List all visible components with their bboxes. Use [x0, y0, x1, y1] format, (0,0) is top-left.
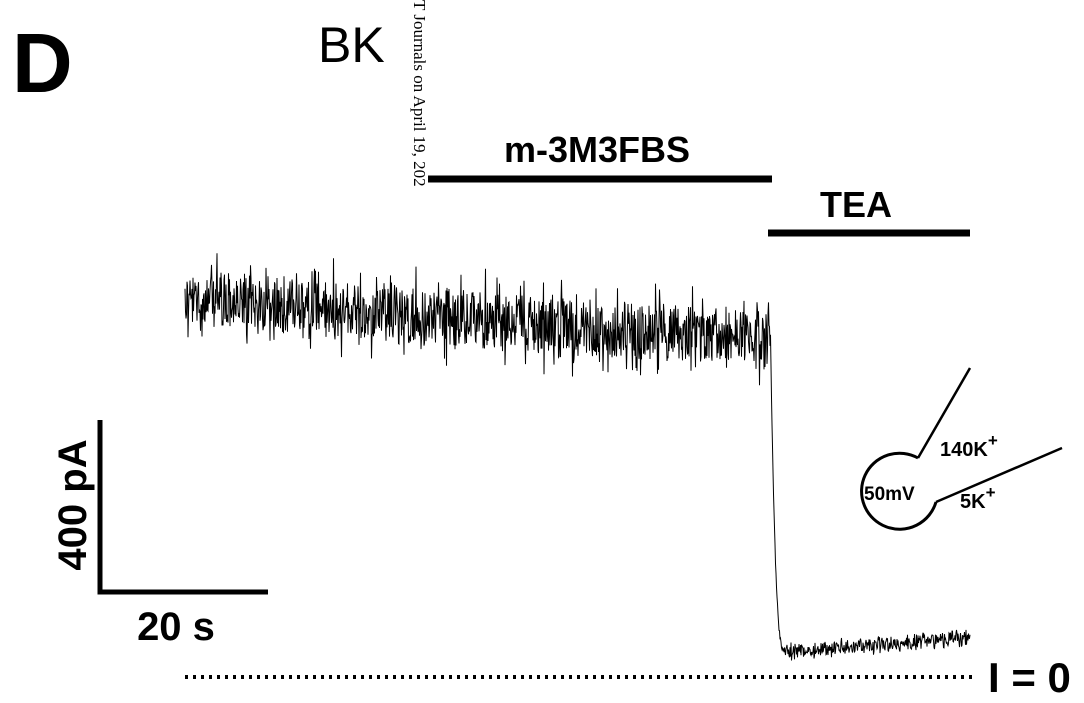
pipette-solution: 140K+	[940, 431, 998, 461]
holding-potential: 50mV	[864, 484, 915, 505]
trace-line	[184, 253, 971, 661]
charge: +	[986, 483, 996, 502]
current-trace	[184, 253, 971, 661]
watermark: T Journals on April 19, 202	[410, 0, 429, 187]
baseline-label: I = 0	[988, 654, 1071, 701]
panel-label: D	[12, 16, 73, 110]
drug-label: TEA	[820, 184, 892, 225]
charge: +	[988, 431, 998, 450]
pipette	[935, 446, 1063, 504]
bath-solution: 5K+	[960, 483, 996, 513]
drug-label: m-3M3FBS	[504, 129, 690, 170]
ion: 140K	[940, 439, 988, 461]
scale-time: 20 s	[137, 605, 215, 649]
recording-schematic: 140K+ 5K+ 50mV	[860, 367, 1063, 531]
ion: 5K	[960, 491, 986, 513]
pipette	[916, 367, 972, 459]
channel-label: BK	[318, 17, 385, 73]
scale-current: 400 pA	[51, 439, 95, 570]
cell	[860, 451, 938, 531]
scale-bar	[97, 420, 268, 595]
